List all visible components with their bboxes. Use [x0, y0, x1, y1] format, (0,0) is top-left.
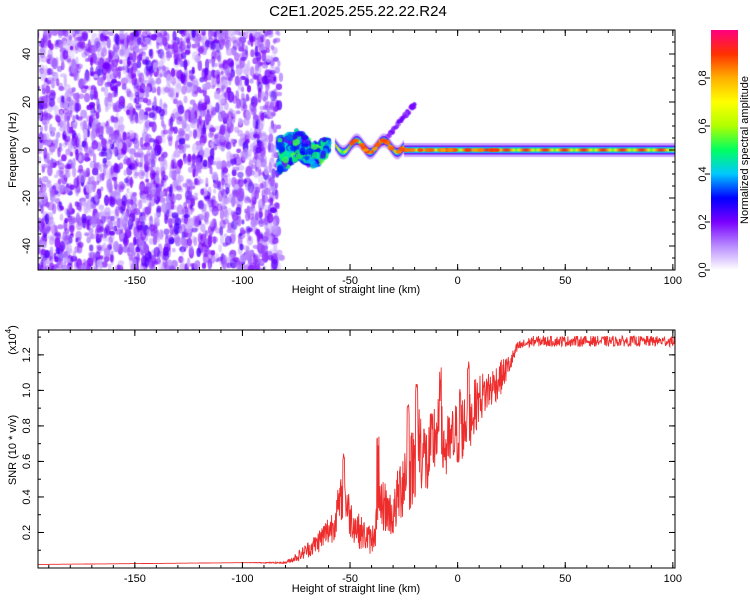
snr-y-tick-label: 1.2: [21, 347, 33, 362]
snr-y-tick-label: 1.0: [21, 383, 33, 398]
spectrogram-y-tick-label: 0: [21, 147, 33, 153]
spectrogram-x-tick-label: -150: [124, 275, 146, 287]
colorbar-gradient: [711, 30, 738, 270]
snr-series: [38, 334, 675, 565]
spectrogram-y-tick-label: 40: [21, 48, 33, 60]
colorbar-label: Normalized spectral amplitude: [739, 76, 750, 224]
spectrogram-y-tick-label: 20: [21, 96, 33, 108]
colorbar-tick-label: 0.8: [697, 70, 709, 85]
colorbar-tick-label: 0.4: [697, 166, 709, 181]
spectrogram-x-tick-label: -100: [231, 275, 253, 287]
snr-multiplier-exponent: 4: [4, 328, 13, 333]
spectrogram-axes: -150 -100 -50 0 50 100 -40 -20 0 20 40: [21, 29, 682, 287]
snr-frame: [37, 329, 676, 569]
svg-text:(x104): (x104): [4, 325, 19, 355]
snr-y-tick-label: 0.2: [21, 525, 33, 540]
snr-multiplier-close: ): [7, 325, 19, 329]
snr-x-tick-label: 0: [455, 573, 461, 585]
snr-y-tick-label: 0.6: [21, 454, 33, 469]
spectrogram-x-axis-label: Height of straight line (km): [292, 284, 420, 296]
snr-multiplier-base: (x10: [7, 333, 19, 354]
snr-y-tick-label: 0.4: [21, 489, 33, 504]
spectrogram-y-axis-label: Frequency (Hz): [7, 112, 19, 188]
snr-x-tick-label: -150: [124, 573, 146, 585]
snr-y-tick-label: 0.8: [21, 418, 33, 433]
snr-x-tick-label: 50: [559, 573, 571, 585]
colorbar-ticks: 0.0 0.2 0.4 0.6 0.8: [697, 70, 710, 278]
snr-y-axis-label: SNR (10 * v/v): [7, 415, 19, 485]
figure-title: C2E1.2025.255.22.22.R24: [269, 3, 447, 20]
spectrogram-y-tick-label: -40: [21, 238, 33, 254]
spectrogram-x-tick-label: 50: [559, 275, 571, 287]
spectrogram-y-tick-label: -20: [21, 190, 33, 206]
snr-x-axis-label: Height of straight line (km): [292, 583, 420, 595]
spectrogram-x-tick-label: -50: [342, 275, 358, 287]
snr-x-tick-label: -50: [342, 573, 358, 585]
colorbar-tick-label: 0.2: [697, 214, 709, 229]
colorbar: 0.0 0.2 0.4 0.6 0.8 Normalized spectral ampl…: [697, 30, 750, 278]
snr-line: [38, 334, 675, 565]
snr-multiplier: (x104): [4, 325, 19, 355]
colorbar-tick-label: 0.0: [697, 262, 709, 277]
spectrogram-panel: -150 -100 -50 0 50 100 -40 -20 0 20 40 Height of s…: [7, 29, 682, 296]
snr-x-tick-label: -100: [231, 573, 253, 585]
spectrogram-heatmap: [38, 30, 675, 270]
spectrogram-x-tick-label: 100: [664, 275, 682, 287]
snr-axes: -150 -100 -50 0 50 100 0.2 0.4 0.6 0.8 1.0 1.2: [21, 330, 682, 585]
snr-x-tick-label: 100: [664, 573, 682, 585]
colorbar-tick-label: 0.6: [697, 118, 709, 133]
snr-panel: -150 -100 -50 0 50 100 0.2 0.4 0.6 0.8 1.0 1.2 Heig…: [4, 325, 682, 595]
spectrogram-x-tick-label: 0: [455, 275, 461, 287]
